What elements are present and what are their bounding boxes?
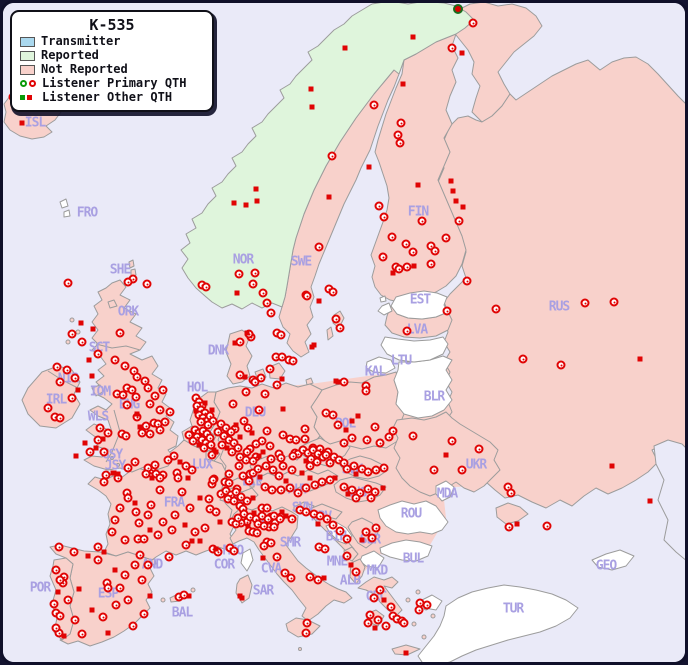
island-guernsey <box>110 456 114 460</box>
legend-circle-icons <box>20 80 36 87</box>
country-bul <box>379 539 433 562</box>
islands-orkney <box>107 299 118 309</box>
island-hiiumaa <box>379 295 387 303</box>
legend-title: K-535 <box>89 16 135 34</box>
country-kal <box>365 356 396 374</box>
legend-item-label: Reported <box>41 48 99 62</box>
country-rou <box>377 500 449 535</box>
legend-box: K-535 Transmitter Reported Not Reported Lis… <box>10 10 214 112</box>
legend-glyph <box>27 95 32 100</box>
country-dnk <box>225 329 253 385</box>
legend-row-1: Reported <box>20 49 204 62</box>
legend-swatch <box>20 64 35 75</box>
island-oland <box>326 326 334 341</box>
legend-swatch <box>20 36 35 47</box>
legend-row-4: Listener Other QTH <box>20 91 204 104</box>
legend-row-0: Transmitter <box>20 35 204 48</box>
island-corsica <box>240 548 254 572</box>
legend-row-2: Not Reported <box>20 63 204 76</box>
country-blr <box>393 355 453 419</box>
island-aegean1 <box>405 597 411 603</box>
island-aegean2 <box>415 589 421 595</box>
island-saaremaa <box>377 302 393 316</box>
legend-glyph <box>29 80 36 87</box>
country-tur <box>417 584 579 662</box>
border-eng-wls <box>105 409 121 463</box>
country-lie <box>249 481 255 488</box>
island-bornholm <box>305 377 314 386</box>
peninsula-crimea <box>495 502 529 525</box>
island-malta <box>298 647 302 651</box>
island-hebrides2 <box>75 329 81 335</box>
country-geo <box>591 549 635 571</box>
legend-row-3: Listener Primary QTH <box>20 77 204 90</box>
island-hebrides1 <box>69 317 75 323</box>
legend-item-label: Listener Other QTH <box>42 90 173 104</box>
legend-item-label: Not Reported <box>41 62 128 76</box>
country-ltu <box>380 336 449 363</box>
legend-item-label: Transmitter <box>41 34 121 48</box>
island-iom <box>91 384 105 397</box>
legend-glyph <box>20 80 27 87</box>
island-sicily <box>285 617 321 638</box>
country-mda <box>435 480 455 502</box>
island-menorca <box>190 587 196 593</box>
island-jersey <box>116 463 120 467</box>
islands-faroe <box>59 198 71 218</box>
border-sct-eng <box>95 343 141 351</box>
island-aegean5 <box>421 634 427 640</box>
legend-swatch <box>20 50 35 61</box>
island-hebrides3 <box>65 339 71 345</box>
legend-rows: Transmitter Reported Not Reported Listener … <box>20 35 204 104</box>
island-crete <box>391 644 421 656</box>
caspian-sea <box>653 439 685 561</box>
legend-item-label: Listener Primary QTH <box>42 76 187 90</box>
island-aegean4 <box>411 621 417 627</box>
legend-square-icons <box>20 95 36 100</box>
island-ibiza <box>160 597 166 603</box>
island-rhodes <box>430 613 436 619</box>
legend-glyph <box>20 95 25 100</box>
country-rus-kola <box>447 3 543 123</box>
